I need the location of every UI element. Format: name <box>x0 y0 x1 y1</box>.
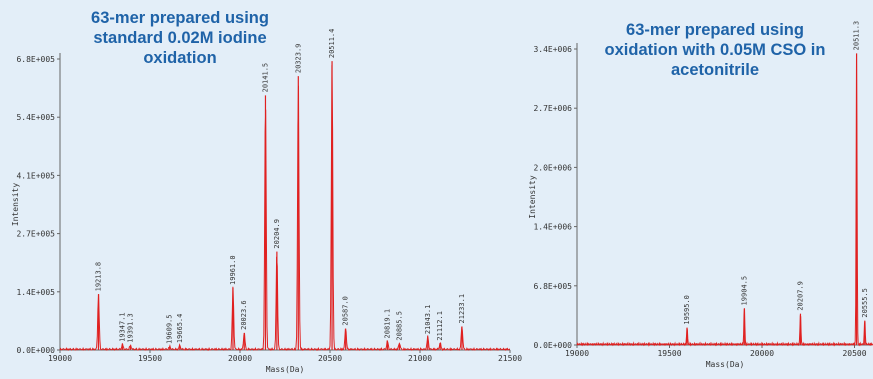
left-chart-title: 63-mer prepared using standard 0.02M iod… <box>91 9 269 67</box>
right-peak-label: 19904.5 <box>740 276 748 306</box>
right-y-tick-label: 3.4E+006 <box>533 45 572 54</box>
left-peak-label: 19961.0 <box>229 255 237 285</box>
left-y-tick-label: 6.8E+005 <box>16 55 55 64</box>
left-peak-label: 20819.1 <box>383 309 391 339</box>
left-y-tick-label: 0.0E+000 <box>16 346 55 355</box>
left-x-tick-label: 20500 <box>318 354 342 363</box>
left-y-axis-label: Intensity <box>11 183 20 227</box>
left-peak-label: 20511.4 <box>328 29 336 59</box>
right-y-tick-label: 2.0E+006 <box>533 163 572 172</box>
left-peak-label: 20323.9 <box>294 44 302 74</box>
left-peak-label: 21043.1 <box>424 305 432 335</box>
left-x-tick-label: 21500 <box>498 354 522 363</box>
right-y-axis-label: Intensity <box>528 175 537 219</box>
left-x-tick-label: 19000 <box>48 354 72 363</box>
left-x-tick-label: 20000 <box>228 354 252 363</box>
right-x-tick-label: 20000 <box>750 349 774 358</box>
left-peak-label: 20204.9 <box>273 219 281 249</box>
left-peak-label: 20587.0 <box>342 296 350 326</box>
left-peak-label: 19609.5 <box>166 314 174 344</box>
left-peak-label: 20023.6 <box>240 300 248 330</box>
right-y-tick-label: 6.8E+005 <box>533 282 572 291</box>
right-spectrum-trace <box>576 57 873 347</box>
right-x-tick-label: 19500 <box>657 349 681 358</box>
right-x-tick-label: 19000 <box>565 349 589 358</box>
right-peak-label: 20511.3 <box>853 21 861 51</box>
left-x-tick-label: 19500 <box>138 354 162 363</box>
left-peak-label: 21112.1 <box>436 311 444 341</box>
left-y-tick-label: 4.1E+005 <box>16 171 55 180</box>
right-y-tick-label: 0.0E+000 <box>533 341 572 350</box>
left-y-tick-label: 1.4E+005 <box>16 288 55 297</box>
left-x-axis-label: Mass(Da) <box>266 365 305 374</box>
right-x-axis-label: Mass(Da) <box>706 360 745 369</box>
left-y-tick-label: 2.7E+005 <box>16 230 55 239</box>
left-peak-label: 20141.5 <box>261 63 269 93</box>
left-peak-label: 19665.4 <box>176 314 184 344</box>
right-chart-title: 63-mer prepared using oxidation with 0.0… <box>604 21 826 79</box>
right-peak-label: 19595.0 <box>683 295 691 325</box>
right-peak-label: 20555.5 <box>861 288 869 318</box>
right-y-tick-label: 1.4E+006 <box>533 223 572 232</box>
left-peak-label: 20885.5 <box>395 311 403 341</box>
left-peak-label: 21233.1 <box>458 294 466 324</box>
right-x-tick-label: 20500 <box>842 349 866 358</box>
left-peak-label: 19391.3 <box>126 313 134 343</box>
left-x-tick-label: 21000 <box>408 354 432 363</box>
right-peak-label: 20207.9 <box>796 281 804 311</box>
right-y-tick-label: 2.7E+006 <box>533 104 572 113</box>
left-y-tick-label: 5.4E+005 <box>16 113 55 122</box>
left-peak-label: 19213.8 <box>94 262 102 292</box>
left-peak-label: 19347.1 <box>118 312 126 342</box>
left-spectrum-trace <box>59 65 511 352</box>
